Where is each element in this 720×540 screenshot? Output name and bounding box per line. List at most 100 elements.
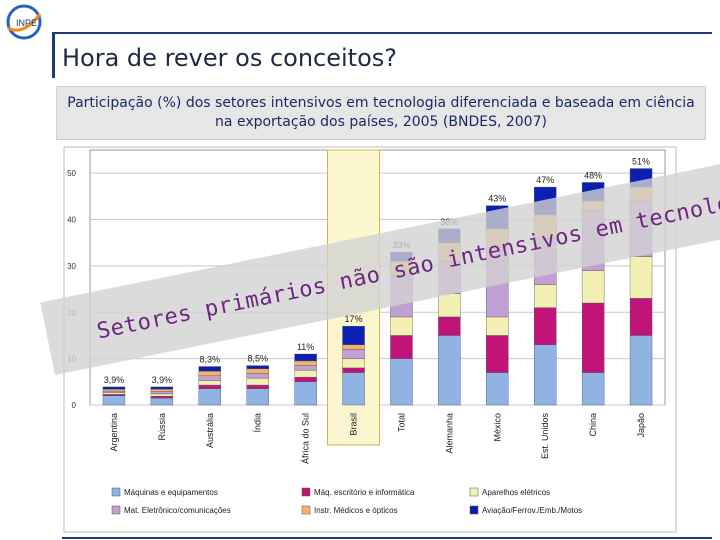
bar-total-label: 48%	[584, 170, 602, 180]
bar-segment	[102, 390, 126, 393]
legend-label: Instr. Médicos e ópticos	[314, 506, 398, 515]
bar-segment	[629, 256, 653, 299]
category-label: Est. Unidos	[540, 413, 550, 460]
bar-total-label: 3,9%	[104, 375, 125, 385]
bar-segment	[534, 307, 557, 345]
category-label: Brasil	[349, 413, 359, 436]
bar-total-label: 43%	[488, 194, 506, 204]
bar-segment	[294, 353, 317, 362]
y-tick-label: 30	[67, 262, 76, 271]
bar-segment	[342, 349, 365, 359]
bar-total-label: 8,3%	[200, 355, 221, 365]
bar-segment	[102, 389, 126, 392]
category-label: Argentina	[109, 413, 119, 452]
bar-segment	[102, 392, 126, 395]
bar-total-label: 3,9%	[152, 375, 173, 385]
bar-total-label: 51%	[632, 157, 650, 167]
bar-segment	[150, 393, 174, 397]
bar-segment	[198, 370, 221, 376]
inpe-logo-icon: INPE	[6, 4, 42, 40]
footer-rule	[62, 537, 712, 539]
bar-segment	[246, 388, 269, 406]
bar-segment	[294, 360, 317, 366]
bar-total-label: 8,5%	[247, 354, 268, 364]
bar-segment	[102, 386, 126, 390]
bar-segment	[246, 384, 269, 389]
legend-swatch	[301, 487, 311, 497]
category-label: Rússia	[157, 413, 167, 441]
bar-segment	[294, 376, 317, 383]
legend-swatch	[469, 487, 479, 497]
bar-segment	[390, 358, 413, 406]
category-label: Japão	[636, 413, 646, 438]
bar-total-label: 11%	[297, 342, 314, 352]
category-label: Alemanha	[444, 413, 454, 454]
bar-segment	[534, 284, 557, 308]
bar-segment	[629, 335, 653, 406]
legend-label: Máq. escritório e informática	[314, 488, 415, 497]
category-label: Índia	[253, 413, 263, 433]
legend-swatch	[111, 505, 121, 515]
bar-segment	[438, 316, 461, 336]
svg-text:INPE: INPE	[16, 18, 37, 28]
bar-segment	[486, 316, 509, 336]
page-title: Hora de rever os conceitos?	[62, 44, 398, 72]
bar-segment	[581, 270, 605, 304]
bar-segment	[390, 316, 413, 336]
bar-segment	[102, 395, 126, 406]
bar-segment	[102, 394, 126, 396]
bar-segment	[198, 388, 221, 406]
bar-segment	[581, 372, 605, 406]
bar-segment	[150, 397, 174, 406]
bar-segment	[150, 391, 174, 395]
bar-segment	[438, 335, 461, 406]
legend-swatch	[469, 505, 479, 515]
bar-segment	[150, 389, 174, 392]
chart-caption: Participação (%) dos setores intensivos …	[67, 95, 695, 130]
bar-segment	[198, 366, 221, 372]
bar-total-label: 17%	[345, 314, 363, 324]
header-top-rule	[52, 32, 712, 34]
bar-segment	[294, 370, 317, 378]
bar-segment	[486, 372, 509, 406]
bar-segment	[246, 373, 269, 379]
bar-segment	[198, 375, 221, 381]
bar-segment	[150, 395, 174, 399]
bar-segment	[438, 293, 461, 318]
y-tick-label: 50	[67, 169, 76, 178]
legend-swatch	[111, 487, 121, 497]
header-left-rule	[52, 32, 55, 78]
bar-segment	[198, 380, 221, 386]
bar-segment	[342, 358, 365, 369]
bar-segment	[486, 335, 509, 373]
bar-segment	[294, 381, 317, 406]
bar-segment	[390, 335, 413, 359]
bar-segment	[198, 384, 221, 389]
legend-label: Mat. Eletrônico/comunicações	[124, 506, 231, 515]
bar-segment	[294, 365, 317, 371]
legend-label: Máquinas e equipamentos	[124, 488, 218, 497]
bar-segment	[342, 367, 365, 373]
legend-label: Aparelhos elétricos	[482, 488, 550, 497]
category-label: China	[588, 413, 598, 437]
category-label: África do Sul	[301, 413, 311, 464]
overlay-band	[40, 158, 720, 375]
bar-segment	[246, 377, 269, 386]
chart-caption-box: Participação (%) dos setores intensivos …	[56, 86, 706, 140]
category-label: México	[492, 413, 502, 442]
bar-segment	[246, 368, 269, 374]
bar-segment	[342, 325, 365, 345]
bar-segment	[342, 372, 365, 406]
y-tick-label: 40	[67, 216, 76, 225]
bar-segment	[581, 302, 605, 373]
legend-swatch	[301, 505, 311, 515]
bar-segment	[342, 344, 365, 350]
bar-total-label: 47%	[536, 175, 554, 185]
category-label: Total	[396, 413, 406, 432]
y-tick-label: 0	[72, 401, 77, 410]
bar-segment	[629, 298, 653, 336]
legend-label: Aviação/Ferrov./Emb./Motos	[482, 506, 582, 515]
category-label: Austrália	[205, 413, 215, 448]
bar-segment	[150, 386, 174, 390]
